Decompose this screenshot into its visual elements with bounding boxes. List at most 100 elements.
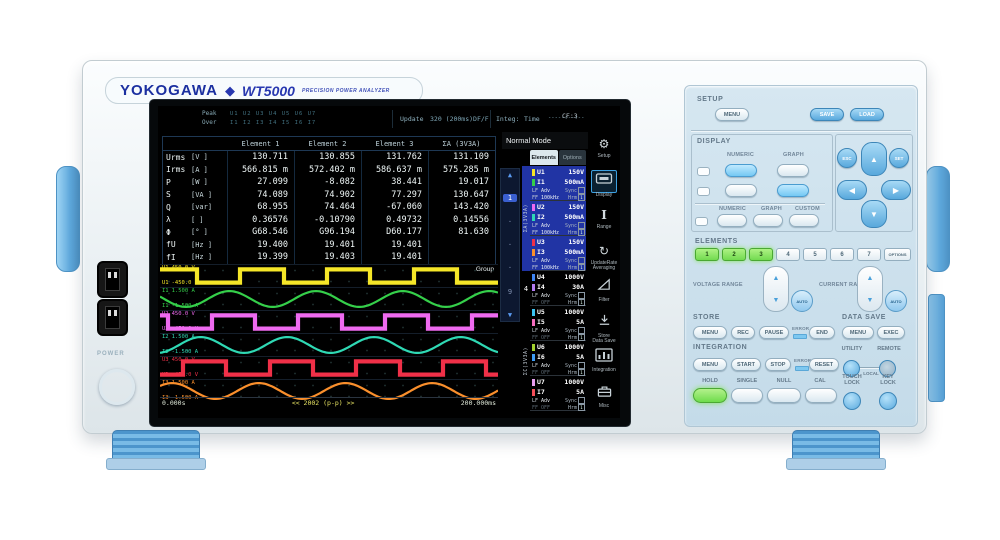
single-button[interactable] xyxy=(731,388,763,403)
display-custom-button[interactable] xyxy=(789,214,819,227)
measurement-name: Q xyxy=(166,202,171,212)
sidebar-icon-range[interactable]: I Range xyxy=(588,205,620,231)
wiring-group-label: ΣA(3V3A) xyxy=(522,166,530,271)
data-save-exec-button[interactable]: EXEC xyxy=(877,326,905,339)
page-number[interactable]: · xyxy=(507,217,513,226)
utility-button[interactable] xyxy=(843,360,860,377)
sidebar-icon-integration[interactable]: Integration xyxy=(588,347,620,374)
sidebar-icon-gear[interactable]: ⚙ Setup xyxy=(588,134,620,160)
sidebar-icon-filter[interactable]: Filter xyxy=(588,276,620,304)
page-down-arrow[interactable]: ▼ xyxy=(507,310,513,319)
table-row: Irms [A ] 566.815 m 572.402 m 586.637 m 575.2… xyxy=(163,163,495,176)
channel-name: I3 xyxy=(537,248,545,256)
page-number[interactable]: · xyxy=(507,264,513,273)
ff-label: FF xyxy=(532,404,539,411)
trace-scale-top: U2 450.0 V xyxy=(162,311,195,318)
element-button-6[interactable]: 6 xyxy=(830,248,854,261)
display-graph-button-1[interactable] xyxy=(777,164,809,177)
wiring-group-text: ΣC(3V3A) xyxy=(523,347,529,376)
element-button-3[interactable]: 3 xyxy=(749,248,773,261)
icon-label-line: Store xyxy=(598,332,610,339)
sync-label: Sync xyxy=(564,292,577,299)
arrow-up-button[interactable]: ▲ xyxy=(861,142,887,176)
store-pause-button[interactable]: PAUSE xyxy=(759,326,789,339)
load-button[interactable]: LOAD xyxy=(850,108,884,121)
lf-value: Adv xyxy=(541,187,551,194)
divider xyxy=(849,367,893,368)
arrow-down-button[interactable]: ▼ xyxy=(861,200,887,228)
current-auto-button[interactable]: AUTO xyxy=(885,290,907,312)
icon-label-line: Integration xyxy=(592,367,616,373)
channel-name: I5 xyxy=(537,318,545,326)
integration-reset-button[interactable]: RESET xyxy=(809,358,839,371)
store-end-button[interactable]: END xyxy=(809,326,835,339)
display-numeric-button-3[interactable] xyxy=(717,214,747,227)
trace-channel: U3 xyxy=(162,357,169,363)
key-lock-button[interactable] xyxy=(879,392,897,410)
data-save-menu-button[interactable]: MENU xyxy=(842,326,874,339)
page-selector[interactable]: ▲ 1 · · · 9 ▼ xyxy=(500,168,520,322)
graph-label-2: GRAPH xyxy=(761,206,782,212)
sidebar-icon-store[interactable]: Store Data Save xyxy=(588,312,620,346)
power-button[interactable] xyxy=(99,369,135,405)
arrow-right-button[interactable]: ▶ xyxy=(881,180,911,200)
element-group[interactable]: U5 1000V I5 5A LF Adv Sync FF OFF Hrm 1 xyxy=(530,306,586,341)
tab-elements[interactable]: Elements xyxy=(530,150,558,165)
display-numeric-button-2[interactable] xyxy=(725,184,757,197)
display-numeric-button-1[interactable] xyxy=(725,164,757,177)
display-graph-button-3[interactable] xyxy=(753,214,783,227)
integration-start-button[interactable]: START xyxy=(731,358,761,371)
current-range-up[interactable]: ▲ xyxy=(866,274,874,282)
element-group[interactable]: U6 1000V I6 5A LF Adv Sync FF OFF Hrm 1 xyxy=(530,341,586,376)
voltage-range-up[interactable]: ▲ xyxy=(772,274,780,282)
element-button-7[interactable]: 7 xyxy=(857,248,881,261)
voltage-auto-button[interactable]: AUTO xyxy=(791,290,813,312)
element-button-5[interactable]: 5 xyxy=(803,248,827,261)
right-handle[interactable] xyxy=(926,166,950,272)
sidebar-icon-display[interactable]: Display xyxy=(588,169,620,199)
esc-button[interactable]: ESC xyxy=(837,148,857,168)
lf-label: LF xyxy=(532,187,539,194)
element-button-1[interactable]: 1 xyxy=(695,248,719,261)
page-number[interactable]: 1 xyxy=(503,194,517,203)
page-number[interactable]: 9 xyxy=(507,287,513,296)
sidebar-icon-misc[interactable]: Misc xyxy=(588,383,620,410)
store-rec-button[interactable]: REC xyxy=(731,326,755,339)
arrow-left-button[interactable]: ◀ xyxy=(837,180,867,200)
voltage-range-down[interactable]: ▼ xyxy=(772,296,780,304)
store-icon xyxy=(594,312,615,334)
set-button[interactable]: SET xyxy=(889,148,909,168)
voltage-range-rocker[interactable]: ▲ ▼ xyxy=(763,266,789,312)
measurement-value: 131.762 xyxy=(361,151,428,164)
element-group[interactable]: U3 150V I3 500mA LF Adv Sync FF 100kHz Hrm 1 xyxy=(530,236,586,271)
ff-label: FF xyxy=(532,194,539,201)
element-group[interactable]: U2 150V I2 500mA LF Adv Sync FF 100kHz Hrm 1 xyxy=(530,201,586,236)
hold-button[interactable] xyxy=(693,388,727,403)
options-button[interactable]: OPTIONS xyxy=(884,248,911,261)
save-button[interactable]: SAVE xyxy=(810,108,844,121)
sidebar-icon-update[interactable]: ↻ UpdateRate Averaging xyxy=(588,241,620,273)
cal-button[interactable] xyxy=(805,388,837,403)
cal-label: CAL xyxy=(814,378,826,384)
current-range-down[interactable]: ▼ xyxy=(866,296,874,304)
left-handle[interactable] xyxy=(56,166,80,272)
current-range-rocker[interactable]: ▲ ▼ xyxy=(857,266,883,312)
null-button[interactable] xyxy=(767,388,801,403)
element-group[interactable]: U4 1000V I4 30A LF Adv Sync FF OFF Hrm 1 xyxy=(530,271,586,306)
wiring-group-label: 4 xyxy=(522,271,530,306)
element-button-4[interactable]: 4 xyxy=(776,248,800,261)
filter-icon xyxy=(594,276,615,298)
store-menu-button[interactable]: MENU xyxy=(693,326,727,339)
setup-menu-button[interactable]: MENU xyxy=(715,108,749,121)
page-up-arrow[interactable]: ▲ xyxy=(507,171,513,179)
page-number[interactable]: · xyxy=(507,240,513,249)
tab-options[interactable]: Options xyxy=(558,150,586,165)
element-button-2[interactable]: 2 xyxy=(722,248,746,261)
touch-lock-button[interactable] xyxy=(843,392,861,410)
element-group[interactable]: U1 150V I1 500mA LF Adv Sync FF 100kHz Hrm 1 xyxy=(530,166,586,201)
integration-menu-button[interactable]: MENU xyxy=(693,358,727,371)
element-group[interactable]: U7 1000V I7 5A LF Adv Sync FF OFF Hrm 1 xyxy=(530,376,586,411)
display-graph-button-2[interactable] xyxy=(777,184,809,197)
integration-stop-button[interactable]: STOP xyxy=(765,358,791,371)
channel-color-mark xyxy=(532,213,535,221)
